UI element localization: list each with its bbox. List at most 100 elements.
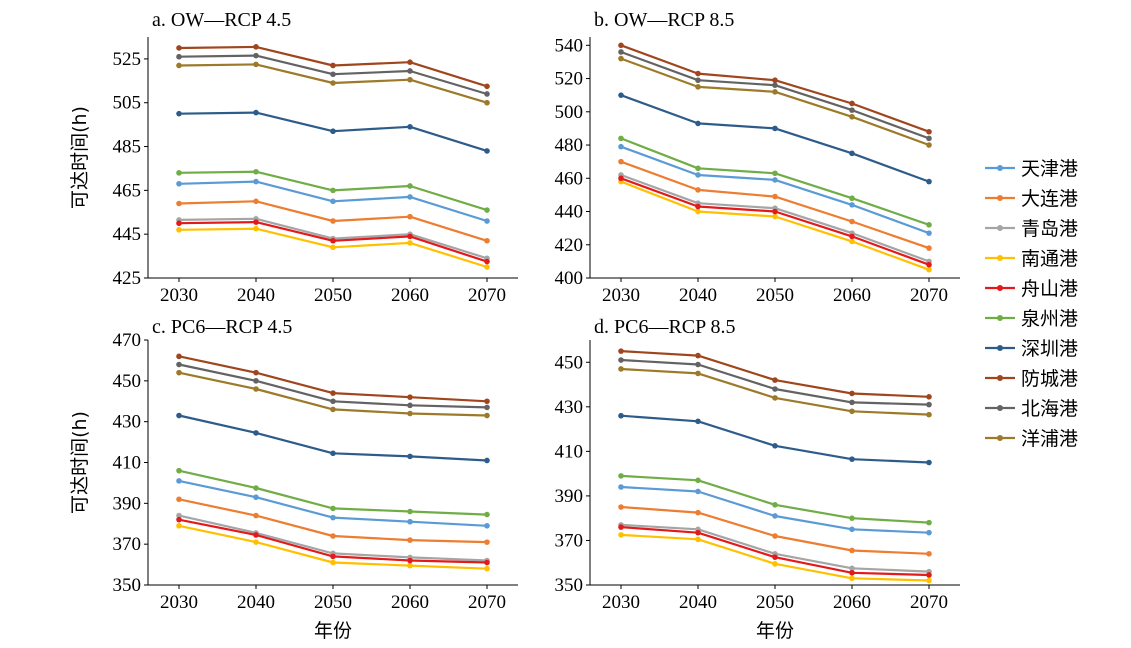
legend-label: 青岛港 bbox=[1021, 218, 1078, 240]
data-point bbox=[484, 539, 490, 545]
data-point bbox=[253, 485, 259, 491]
data-point bbox=[618, 532, 624, 538]
panel-title: a. OW—RCP 4.5 bbox=[152, 9, 291, 31]
data-point bbox=[695, 165, 701, 172]
data-point bbox=[926, 577, 932, 584]
legend-item: 青岛港 bbox=[985, 218, 1078, 240]
series-4 bbox=[618, 178, 932, 273]
panel-title: d. PC6—RCP 8.5 bbox=[594, 316, 736, 338]
y-tick-label: 485 bbox=[113, 137, 142, 158]
series-9 bbox=[618, 49, 932, 142]
data-point bbox=[484, 218, 490, 224]
data-point bbox=[618, 348, 624, 354]
data-point bbox=[176, 361, 182, 368]
x-tick-label: 2040 bbox=[679, 592, 717, 613]
data-point bbox=[407, 508, 413, 515]
data-point bbox=[772, 395, 778, 401]
x-tick-label: 2070 bbox=[910, 592, 948, 613]
x-tick-label: 2060 bbox=[391, 592, 429, 613]
data-point bbox=[176, 170, 182, 176]
data-point bbox=[330, 514, 336, 521]
data-point bbox=[849, 547, 855, 554]
data-point bbox=[484, 207, 490, 213]
data-point bbox=[695, 352, 701, 359]
data-point bbox=[407, 410, 413, 417]
data-point bbox=[484, 412, 490, 419]
x-tick-label: 2060 bbox=[833, 285, 871, 306]
data-point bbox=[772, 125, 778, 132]
data-point bbox=[695, 187, 701, 193]
data-point bbox=[772, 77, 778, 84]
y-tick-label: 520 bbox=[555, 69, 584, 90]
x-tick-label: 2040 bbox=[679, 285, 717, 306]
data-point bbox=[484, 522, 490, 529]
data-point bbox=[176, 496, 182, 503]
series-line bbox=[620, 44, 930, 133]
data-point bbox=[695, 84, 701, 90]
data-point bbox=[849, 575, 855, 582]
data-point bbox=[926, 519, 932, 526]
data-point bbox=[618, 412, 624, 419]
y-tick-label: 370 bbox=[113, 534, 142, 555]
data-point bbox=[330, 237, 336, 244]
y-tick-label: 350 bbox=[555, 575, 584, 596]
y-tick-label: 410 bbox=[113, 453, 142, 474]
data-point bbox=[253, 369, 259, 376]
data-point bbox=[772, 513, 778, 519]
data-point bbox=[695, 488, 701, 495]
data-point bbox=[618, 55, 624, 62]
data-point bbox=[772, 533, 778, 539]
chart-panel-4: d. PC6—RCP 8.5 350 370 390 410 430 450 2030 2040… bbox=[555, 316, 960, 642]
data-point bbox=[253, 168, 259, 175]
data-point bbox=[176, 45, 182, 51]
data-point bbox=[618, 92, 624, 98]
y-tick-label: 540 bbox=[555, 35, 584, 56]
data-point bbox=[772, 502, 778, 508]
legend-item: 大连港 bbox=[985, 188, 1078, 210]
data-point bbox=[926, 266, 932, 273]
data-point bbox=[695, 477, 701, 484]
data-point bbox=[772, 170, 778, 177]
data-point bbox=[618, 504, 624, 510]
series-2 bbox=[618, 504, 932, 557]
data-point bbox=[695, 203, 701, 210]
data-point bbox=[253, 494, 259, 501]
series-8 bbox=[176, 44, 490, 90]
data-point bbox=[330, 80, 336, 86]
chart-panel-3: c. PC6—RCP 4.5 350 370 390 410 430 450 470 2030 2… bbox=[69, 316, 518, 642]
data-point bbox=[926, 135, 932, 142]
data-point bbox=[330, 450, 336, 457]
data-point bbox=[849, 100, 855, 107]
data-point bbox=[176, 467, 182, 474]
series-1 bbox=[618, 484, 932, 536]
data-point bbox=[849, 113, 855, 120]
data-point bbox=[926, 393, 932, 400]
data-point bbox=[484, 404, 490, 411]
series-4 bbox=[176, 522, 490, 572]
data-point bbox=[176, 522, 182, 529]
legend-item: 防城港 bbox=[985, 368, 1078, 390]
y-tick-label: 400 bbox=[555, 268, 584, 289]
legend-swatch-marker bbox=[997, 315, 1003, 321]
data-point bbox=[484, 559, 490, 566]
data-point bbox=[176, 53, 182, 60]
data-point bbox=[407, 183, 413, 189]
y-tick-label: 410 bbox=[555, 441, 584, 462]
data-point bbox=[618, 42, 624, 49]
legend-swatch-marker bbox=[997, 165, 1003, 171]
series-1 bbox=[176, 478, 490, 529]
data-point bbox=[407, 240, 413, 246]
data-point bbox=[330, 198, 336, 205]
series-8 bbox=[618, 348, 932, 400]
series-5 bbox=[176, 516, 490, 566]
data-point bbox=[849, 526, 855, 533]
data-point bbox=[926, 142, 932, 148]
data-point bbox=[695, 208, 701, 215]
data-point bbox=[253, 386, 259, 392]
data-point bbox=[407, 402, 413, 409]
x-axis-label: 年份 bbox=[314, 620, 352, 642]
data-point bbox=[618, 143, 624, 150]
data-point bbox=[253, 61, 259, 68]
data-point bbox=[695, 77, 701, 84]
series-2 bbox=[618, 158, 932, 251]
